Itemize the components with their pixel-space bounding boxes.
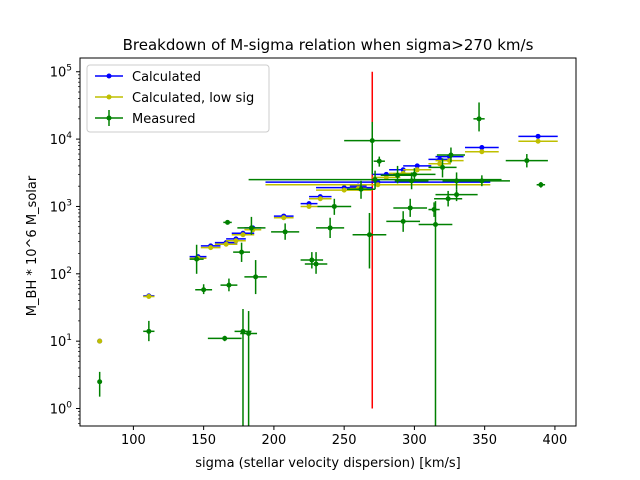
data-point <box>445 196 451 202</box>
data-point <box>369 138 375 144</box>
data-point <box>432 221 438 227</box>
x-tick-label: 150 <box>191 433 216 448</box>
data-point <box>409 178 415 184</box>
y-tick-base: 10 <box>50 403 67 418</box>
data-point <box>309 257 315 263</box>
data-point <box>414 163 420 169</box>
x-tick-label: 300 <box>402 433 427 448</box>
y-tick-exponent: 2 <box>66 266 72 276</box>
y-tick-base: 10 <box>50 66 67 81</box>
data-point <box>538 182 544 188</box>
data-point <box>454 192 460 198</box>
data-point <box>240 232 246 238</box>
x-tick-label: 350 <box>472 433 497 448</box>
data-point <box>400 218 406 224</box>
data-point <box>146 294 152 300</box>
x-axis: 100 150 200 250 300 350 400 <box>121 426 567 448</box>
series-1 <box>97 138 558 344</box>
data-point <box>383 174 389 180</box>
data-point <box>226 282 232 288</box>
legend-marker <box>106 94 112 100</box>
data-point <box>239 249 245 255</box>
data-point <box>535 138 541 144</box>
legend-marker <box>106 73 112 79</box>
data-point <box>327 225 333 231</box>
legend-label: Measured <box>132 112 196 127</box>
plot-area <box>97 71 558 426</box>
y-tick-label: 100 <box>50 401 73 418</box>
data-point <box>240 328 246 334</box>
data-point <box>97 338 103 344</box>
data-point <box>225 219 231 225</box>
data-point <box>222 335 228 341</box>
data-point <box>476 116 482 122</box>
y-tick-exponent: 4 <box>66 131 72 141</box>
y-axis-title: M_BH * 10^6 M_solar <box>25 175 40 316</box>
chart-title: Breakdown of M-sigma relation when sigma… <box>123 36 534 54</box>
data-point <box>479 178 485 184</box>
data-point <box>407 205 413 211</box>
data-point <box>375 182 381 188</box>
data-point <box>97 379 103 385</box>
data-point <box>306 203 312 209</box>
data-point <box>411 171 417 177</box>
data-point <box>282 229 288 235</box>
x-tick-label: 400 <box>543 433 568 448</box>
legend-label: Calculated, low sig <box>132 91 254 106</box>
x-tick-label: 250 <box>332 433 357 448</box>
data-point <box>313 261 319 267</box>
y-tick-label: 103 <box>50 198 72 215</box>
data-point <box>535 133 541 139</box>
series-2 <box>97 102 548 426</box>
y-tick-label: 101 <box>50 333 72 350</box>
y-tick-exponent: 3 <box>66 198 72 208</box>
data-point <box>246 330 252 336</box>
data-point <box>414 167 420 173</box>
data-point <box>223 241 229 247</box>
y-tick-label: 105 <box>50 64 72 81</box>
y-tick-base: 10 <box>50 200 67 215</box>
data-point <box>253 274 259 280</box>
data-point <box>366 232 372 238</box>
data-point <box>233 238 239 244</box>
plot-frame <box>79 57 577 427</box>
data-point <box>248 225 254 231</box>
data-point <box>341 187 347 193</box>
x-tick-label: 100 <box>121 433 146 448</box>
data-point <box>479 149 485 155</box>
data-point <box>331 203 337 209</box>
data-point <box>376 158 382 164</box>
y-tick-exponent: 5 <box>66 64 72 74</box>
data-point <box>372 177 378 183</box>
x-axis-title: sigma (stellar velocity dispersion) [km/… <box>195 456 460 471</box>
data-point <box>201 287 207 293</box>
y-tick-base: 10 <box>50 268 67 283</box>
y-tick-base: 10 <box>50 133 67 148</box>
data-point <box>281 215 287 221</box>
data-point <box>358 186 364 192</box>
data-point <box>395 172 401 178</box>
y-tick-label: 104 <box>50 131 73 148</box>
y-tick-exponent: 1 <box>66 333 72 343</box>
y-tick-base: 10 <box>50 335 67 350</box>
data-point <box>479 145 485 151</box>
data-point <box>440 164 446 170</box>
data-point <box>317 196 323 202</box>
x-tick-label: 200 <box>261 433 286 448</box>
data-point <box>448 152 454 158</box>
legend: Calculated Calculated, low sig Measured <box>86 64 270 133</box>
y-tick-exponent: 0 <box>66 401 72 411</box>
y-tick-label: 102 <box>50 266 72 283</box>
data-point <box>208 245 214 251</box>
data-point <box>146 328 152 334</box>
legend-box <box>86 64 270 133</box>
data-point <box>437 161 443 167</box>
data-point <box>524 158 530 164</box>
legend-marker <box>106 115 112 121</box>
legend-label: Calculated <box>132 70 201 85</box>
data-point <box>194 256 200 262</box>
